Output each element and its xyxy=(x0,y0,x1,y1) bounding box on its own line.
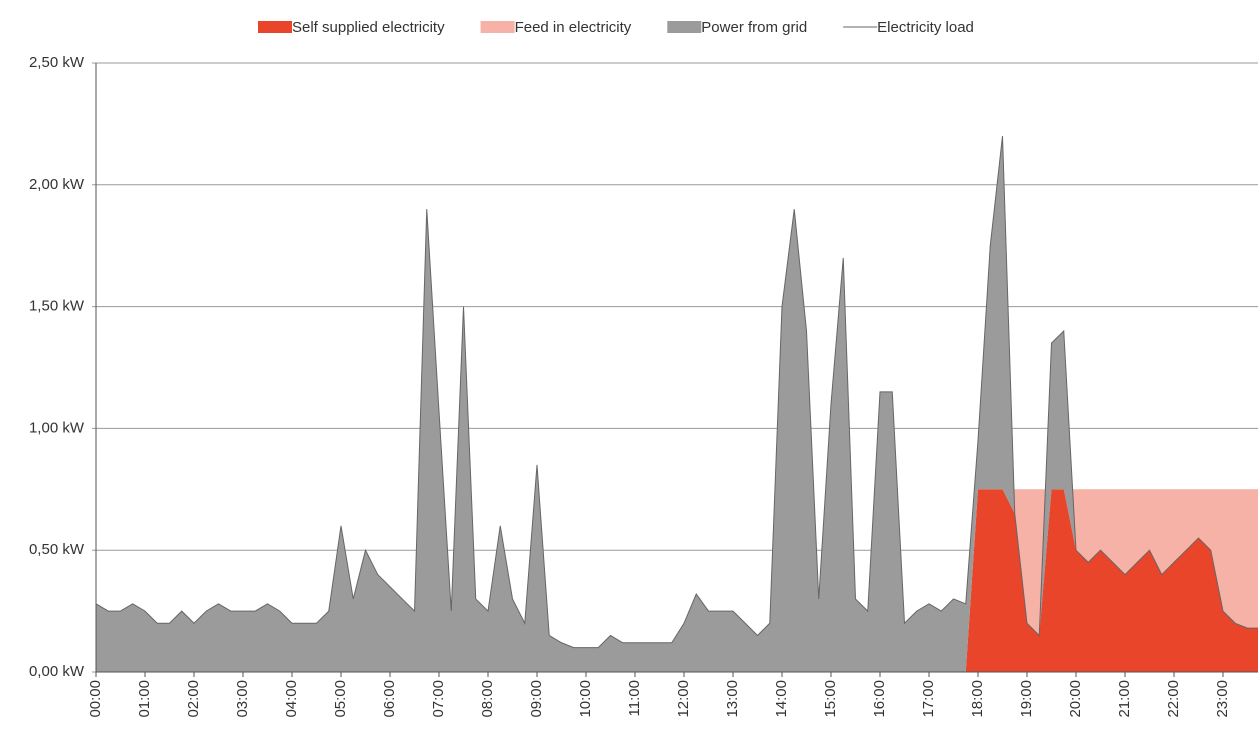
x-tick-label: 09:00 xyxy=(528,680,545,718)
y-tick-label: 1,50 kW xyxy=(29,298,85,315)
plot-area xyxy=(92,62,1258,673)
legend-swatch xyxy=(480,21,515,33)
y-tick-label: 0,00 kW xyxy=(29,663,85,680)
x-tick-label: 03:00 xyxy=(234,680,251,718)
x-tick-label: 06:00 xyxy=(381,680,398,718)
legend-swatch xyxy=(667,21,702,33)
x-tick-label: 23:00 xyxy=(1214,680,1231,718)
x-tick-label: 10:00 xyxy=(577,680,594,718)
area xyxy=(96,489,1258,672)
x-tick-label: 08:00 xyxy=(479,680,496,718)
y-tick-label: 0,50 kW xyxy=(29,541,85,558)
x-tick-label: 18:00 xyxy=(969,680,986,718)
legend-label: Power from grid xyxy=(701,19,807,36)
legend-label: Electricity load xyxy=(877,19,974,36)
x-tick-label: 15:00 xyxy=(822,680,839,718)
x-tick-label: 05:00 xyxy=(332,680,349,718)
x-tick-label: 20:00 xyxy=(1067,680,1084,718)
x-tick-label: 19:00 xyxy=(1018,680,1035,718)
x-tick-label: 11:00 xyxy=(626,680,643,716)
x-tick-label: 07:00 xyxy=(430,680,447,718)
x-tick-label: 12:00 xyxy=(675,680,692,718)
x-tick-label: 21:00 xyxy=(1116,680,1133,718)
x-tick-label: 22:00 xyxy=(1165,680,1182,718)
x-tick-label: 00:00 xyxy=(87,680,104,718)
area xyxy=(96,136,1258,672)
x-tick-label: 16:00 xyxy=(871,680,888,718)
legend-swatch xyxy=(258,21,292,33)
y-tick-label: 2,00 kW xyxy=(29,176,85,193)
area xyxy=(96,489,1258,672)
x-tick-label: 17:00 xyxy=(920,680,937,718)
x-tick-label: 02:00 xyxy=(185,680,202,718)
x-tick-label: 01:00 xyxy=(136,680,153,718)
legend: Self supplied electricity Feed in electri… xyxy=(258,19,974,36)
x-tick-label: 13:00 xyxy=(724,680,741,718)
legend-label: Self supplied electricity xyxy=(292,19,445,36)
load-line xyxy=(95,136,1258,649)
y-tick-label: 2,50 kW xyxy=(29,54,85,71)
x-tick-label: 04:00 xyxy=(283,680,300,718)
legend-label: Feed in electricity xyxy=(515,19,632,36)
y-tick-label: 1,00 kW xyxy=(29,419,85,436)
x-tick-label: 14:00 xyxy=(773,680,790,718)
